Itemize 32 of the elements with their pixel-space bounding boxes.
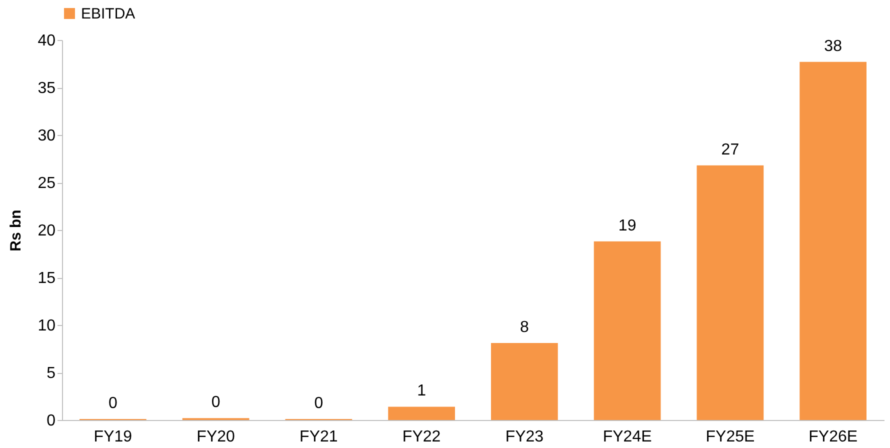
y-tick-label: 20: [38, 222, 56, 240]
x-tick-label: FY26E: [808, 428, 858, 446]
y-tick-label: 25: [38, 175, 56, 192]
data-label: 19: [618, 217, 636, 234]
y-tick-label: 10: [38, 318, 56, 334]
y-tick-label: 40: [38, 32, 56, 50]
bar: [800, 62, 867, 420]
x-tick-label: FY23: [505, 428, 544, 446]
data-label: 8: [520, 319, 529, 336]
bar: [388, 406, 455, 420]
data-label: 0: [211, 394, 220, 412]
y-axis-title: Rs bn: [8, 210, 25, 252]
x-tick-label: FY24E: [602, 428, 652, 446]
y-tick-label: 5: [46, 365, 56, 382]
data-label: 0: [314, 395, 324, 412]
data-label: 27: [721, 141, 740, 158]
x-tick-label: FY19: [94, 428, 132, 446]
y-tick-label: 15: [38, 270, 56, 287]
bar: [594, 241, 661, 420]
x-tick-label: FY25E: [706, 428, 755, 446]
data-label: 1: [417, 382, 426, 400]
data-label: 38: [824, 38, 842, 55]
legend-label: EBITDA: [81, 6, 136, 22]
data-label: 0: [108, 395, 118, 412]
x-tick-label: FY22: [402, 428, 441, 446]
y-tick-label: 30: [38, 128, 56, 144]
bar: [696, 165, 764, 420]
bar: [491, 343, 558, 420]
x-tick-label: FY20: [196, 428, 236, 446]
y-tick-label: 0: [46, 412, 56, 430]
x-tick-label: FY21: [300, 428, 338, 446]
y-tick-label: 35: [38, 80, 56, 97]
